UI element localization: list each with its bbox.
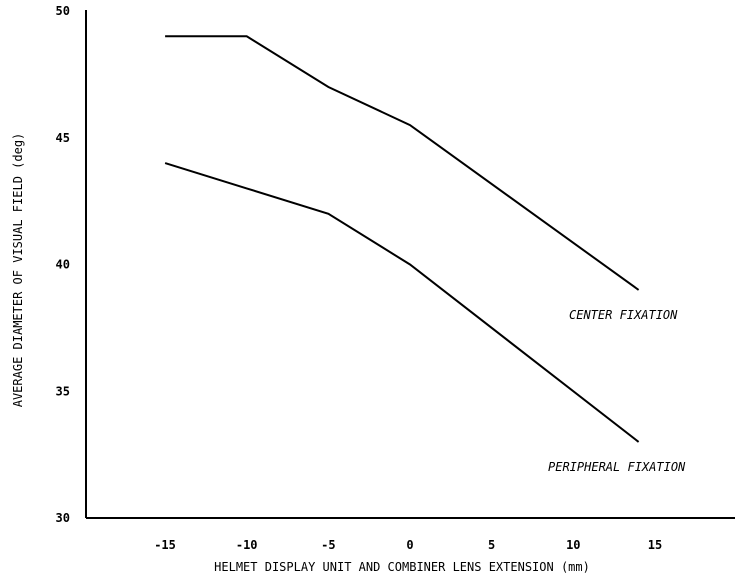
y-tick-label: 30: [56, 511, 70, 525]
y-tick-label: 40: [56, 258, 70, 272]
series-lines: [164, 35, 640, 443]
x-tick-label: -15: [154, 538, 176, 552]
x-tick-labels: -15 -10 -5 0 5 10 15: [154, 538, 662, 552]
chart-axes: [85, 10, 735, 519]
x-tick-label: -5: [321, 538, 335, 552]
y-tick-label: 35: [56, 384, 70, 398]
x-tick-label: 5: [488, 538, 495, 552]
y-tick-label: 45: [56, 131, 70, 145]
y-tick-labels: 30 35 40 45 50: [56, 4, 70, 525]
x-axis-title: HELMET DISPLAY UNIT AND COMBINER LENS EX…: [214, 560, 590, 574]
series-label-center-fixation: CENTER FIXATION: [569, 308, 678, 322]
x-tick-label: 0: [406, 538, 413, 552]
y-axis-title: AVERAGE DIAMETER OF VISUAL FIELD (deg): [11, 133, 25, 408]
series-line-center-fixation: [165, 35, 640, 291]
y-tick-label: 50: [56, 4, 70, 18]
series-label-peripheral-fixation: PERIPHERAL FIXATION: [548, 460, 686, 474]
x-tick-label: 10: [566, 538, 580, 552]
x-tick-label: -10: [236, 538, 258, 552]
x-tick-label: 15: [648, 538, 662, 552]
series-line-peripheral-fixation: [164, 162, 640, 443]
